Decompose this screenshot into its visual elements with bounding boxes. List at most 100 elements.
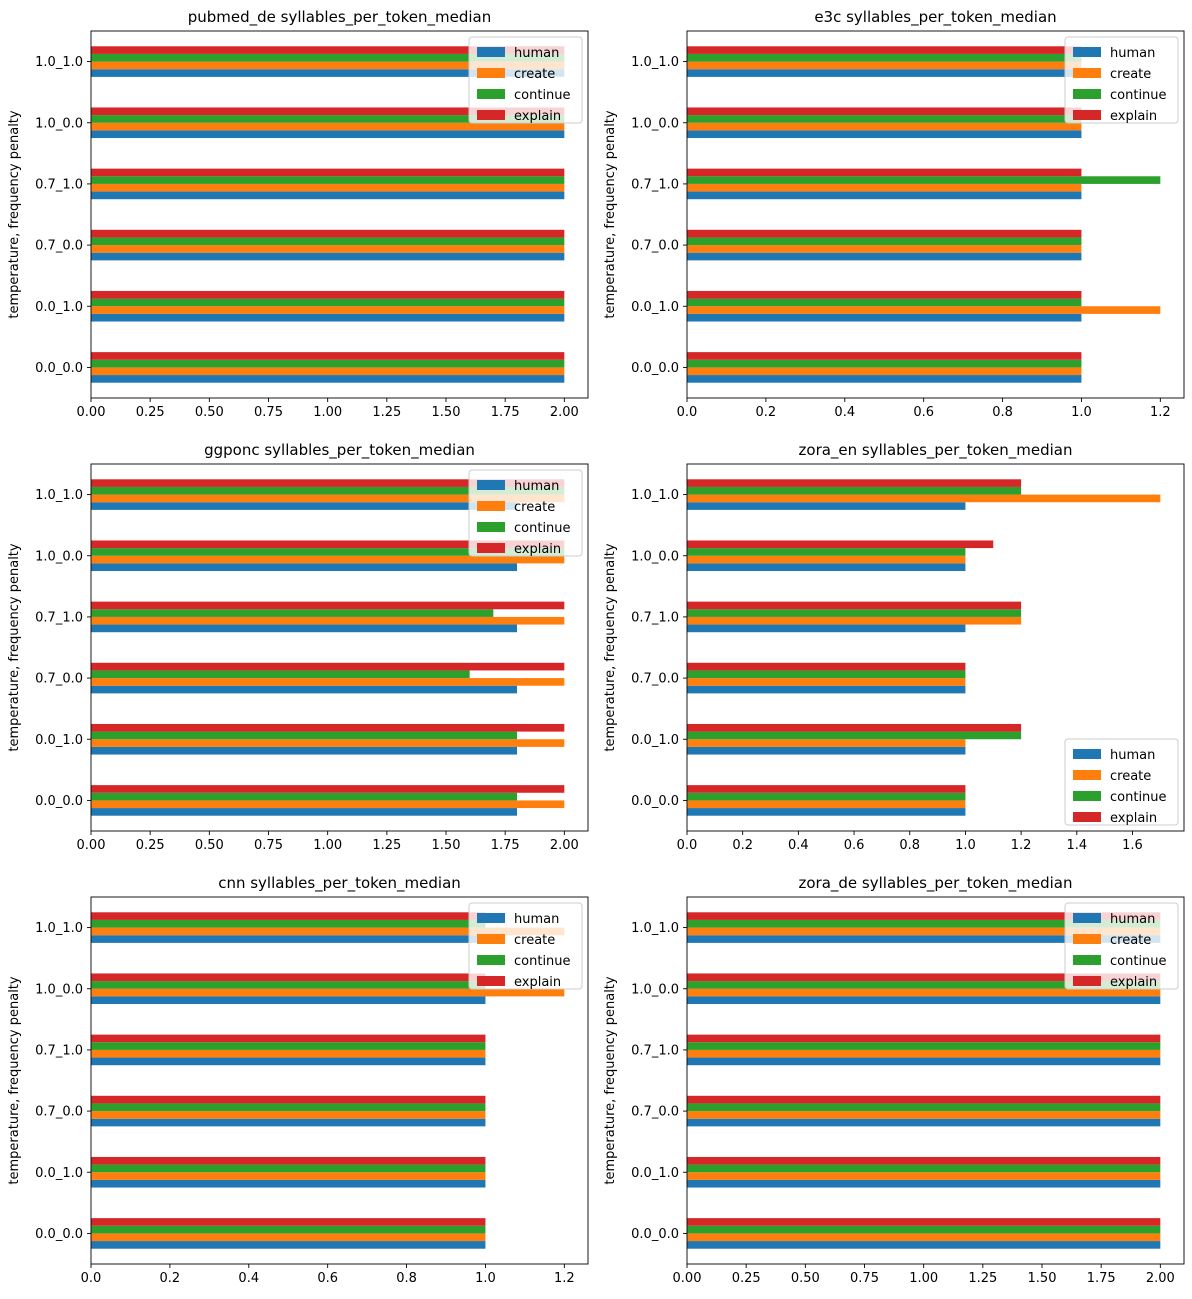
bar-explain [91, 540, 565, 549]
bar-create [91, 800, 565, 809]
bar-human [91, 1057, 486, 1066]
bar-explain [91, 1156, 486, 1165]
x-tick-label: 0.75 [850, 1271, 879, 1286]
y-tick-label: 1.0_1.0 [631, 55, 679, 70]
bar-explain [687, 1095, 1161, 1104]
x-tick-label: 0.00 [673, 1271, 702, 1286]
y-tick-label: 0.0_1.0 [631, 733, 679, 748]
bar-create [687, 245, 1082, 253]
bar-human [687, 624, 966, 633]
legend-swatch-create [477, 934, 505, 944]
x-tick-label: 1.2 [554, 1271, 575, 1286]
axes-frame [686, 896, 1185, 1265]
bar-create [687, 616, 1022, 625]
chart-title: cnn syllables_per_token_median [218, 874, 461, 893]
legend-swatch-continue [1073, 791, 1101, 801]
bar-continue [687, 1103, 1161, 1112]
bar-explain [687, 662, 966, 671]
bar-human [91, 996, 486, 1005]
legend-label-human: human [1110, 912, 1155, 927]
bar-continue [687, 981, 1161, 989]
y-tick-label: 0.0_1.0 [631, 1166, 679, 1181]
chart-title: zora_en syllables_per_token_median [799, 441, 1073, 460]
y-tick-label: 0.7_1.0 [631, 610, 679, 625]
x-tick-label: 1.0 [955, 838, 976, 853]
legend: human create continue explain [1064, 36, 1179, 124]
legend-swatch-continue [477, 955, 505, 965]
bar-continue [91, 731, 517, 740]
axes-frame [90, 463, 589, 832]
legend-label-explain: explain [1110, 109, 1157, 124]
bar-human [91, 685, 517, 694]
x-tick-label: 1.25 [372, 838, 401, 853]
legend-box [468, 469, 583, 557]
bar-continue [91, 1103, 486, 1112]
bar-human [91, 624, 517, 633]
y-axis-label: temperature, frequency penalty [603, 110, 618, 318]
y-tick-label: 0.7_1.0 [35, 610, 83, 625]
bar-human [687, 1179, 1161, 1188]
bar-explain [91, 107, 565, 116]
bar-continue [91, 1225, 486, 1234]
bar-explain [91, 290, 565, 299]
bar-human [91, 313, 565, 322]
legend-label-explain: explain [514, 542, 561, 557]
bar-human [687, 130, 1082, 139]
bar-create [91, 1172, 486, 1180]
y-tick-label: 1.0_1.0 [35, 55, 83, 70]
y-tick-label: 1.0_0.0 [631, 982, 679, 997]
bar-explain [91, 479, 565, 487]
y-axis-label: temperature, frequency penalty [603, 543, 618, 751]
bar-explain [687, 46, 1082, 54]
legend-label-create: create [1110, 933, 1151, 948]
bar-human [91, 935, 486, 943]
x-tick-label: 1.75 [1087, 1271, 1116, 1286]
bar-continue [91, 53, 565, 62]
legend-label-create: create [514, 933, 555, 948]
chart-panel: 0.0 0.2 0.4 0.6 0.8 1.0 1.2 1.4 1.6 0.0_0.0 0.0_1.… [603, 441, 1185, 853]
bar-human [687, 502, 966, 510]
bar-create [91, 555, 565, 564]
bar-continue [687, 486, 1022, 495]
bar-continue [91, 176, 565, 184]
bar-human [91, 69, 565, 77]
bar-continue [91, 298, 565, 307]
legend-label-human: human [1110, 46, 1155, 61]
axes-frame [90, 896, 589, 1265]
bar-continue [687, 53, 1082, 62]
bar-continue [687, 1164, 1161, 1173]
legend-swatch-explain [1073, 976, 1101, 986]
bar-create [687, 1172, 1161, 1180]
legend-label-continue: continue [514, 521, 571, 536]
x-tick-label: 1.2 [1150, 405, 1171, 420]
y-tick-label: 1.0_0.0 [631, 549, 679, 564]
bar-human [687, 191, 1082, 200]
bar-human [91, 1179, 486, 1188]
x-tick-label: 0.8 [396, 1271, 417, 1286]
legend-label-explain: explain [1110, 811, 1157, 826]
bar-explain [91, 46, 565, 54]
legend: human create continue explain [1064, 902, 1179, 990]
bar-explain [687, 912, 1161, 920]
bar-create [687, 739, 966, 747]
y-tick-label: 0.7_1.0 [35, 1043, 83, 1058]
x-tick-label: 1.00 [909, 1271, 938, 1286]
chart-panel: 0.00 0.25 0.50 0.75 1.00 1.25 1.50 1.75 2.00 0.0_… [603, 874, 1185, 1286]
y-tick-label: 1.0_0.0 [35, 982, 83, 997]
legend-box [1064, 902, 1179, 990]
bar-create [687, 800, 966, 809]
bar-human [687, 746, 966, 755]
x-tick-label: 1.75 [491, 838, 520, 853]
bar-human [91, 502, 517, 510]
bar-continue [91, 981, 486, 989]
y-tick-label: 0.0_1.0 [35, 300, 83, 315]
y-axis-label: temperature, frequency penalty [603, 976, 618, 1184]
bar-continue [91, 792, 517, 801]
legend-label-explain: explain [1110, 975, 1157, 990]
bar-explain [91, 912, 486, 920]
y-tick-label: 1.0_1.0 [35, 488, 83, 503]
legend-label-continue: continue [514, 954, 571, 969]
legend-label-continue: continue [1110, 954, 1167, 969]
x-tick-label: 0.0 [677, 405, 698, 420]
